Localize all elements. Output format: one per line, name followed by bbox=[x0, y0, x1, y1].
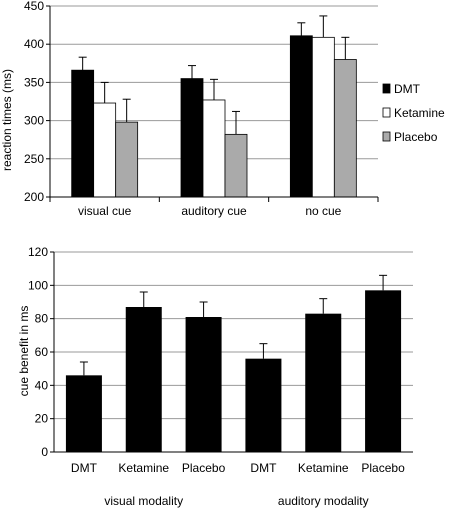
bottom-chart-group-labels: visual modality auditory modality bbox=[104, 494, 368, 508]
x-tick-label: auditory cue bbox=[181, 204, 247, 218]
y-tick-label: 80 bbox=[35, 312, 49, 326]
x-tick-label: no cue bbox=[305, 204, 341, 218]
top-chart-x-tick-labels: visual cue auditory cue no cue bbox=[78, 204, 342, 218]
top-chart-y-axis-label: reaction times (ms) bbox=[0, 69, 14, 171]
bar bbox=[245, 358, 282, 452]
bar bbox=[365, 290, 402, 452]
bottom-chart-y-axis-label: cue benefit in ms bbox=[17, 306, 31, 397]
top-chart-y-tick-labels: 200 250 300 350 400 450 bbox=[24, 0, 44, 204]
bottom-chart-bars bbox=[65, 290, 402, 452]
y-tick-label: 350 bbox=[24, 75, 44, 89]
bar-placebo bbox=[115, 121, 139, 198]
y-tick-label: 20 bbox=[35, 412, 49, 426]
x-tick-label: DMT bbox=[71, 461, 98, 475]
x-tick-label: Placebo bbox=[182, 461, 226, 475]
legend-label-ketamine: Ketamine bbox=[394, 106, 445, 120]
top-chart-error-bars bbox=[78, 15, 350, 135]
bar bbox=[125, 307, 162, 452]
x-tick-label: DMT bbox=[250, 461, 277, 475]
reaction-times-chart: 200 250 300 350 400 450 visual cue auditory cu… bbox=[0, 0, 445, 218]
bar-dmt bbox=[289, 35, 313, 198]
group-label: visual modality bbox=[104, 494, 183, 508]
y-tick-label: 40 bbox=[35, 378, 49, 392]
bar-dmt bbox=[71, 69, 95, 198]
y-tick-label: 400 bbox=[24, 37, 44, 51]
bar-ketamine bbox=[93, 102, 117, 198]
y-tick-label: 100 bbox=[28, 278, 48, 292]
x-tick-label: visual cue bbox=[78, 204, 132, 218]
x-tick-label: Ketamine bbox=[298, 461, 349, 475]
bar bbox=[185, 317, 222, 452]
y-tick-label: 60 bbox=[35, 345, 49, 359]
legend-swatch-placebo bbox=[382, 131, 391, 142]
top-chart-bars bbox=[71, 35, 357, 198]
top-chart-axes bbox=[46, 5, 379, 202]
bar-ketamine bbox=[311, 36, 335, 198]
bar-ketamine bbox=[202, 99, 226, 198]
y-tick-label: 300 bbox=[24, 114, 44, 128]
legend-swatch-ketamine bbox=[382, 107, 391, 118]
bar-placebo bbox=[224, 133, 248, 198]
x-tick-label: Placebo bbox=[361, 461, 405, 475]
group-label: auditory modality bbox=[278, 494, 369, 508]
y-tick-label: 250 bbox=[24, 152, 44, 166]
x-tick-label: Ketamine bbox=[118, 461, 169, 475]
y-tick-label: 0 bbox=[41, 445, 48, 459]
bar-placebo bbox=[333, 59, 357, 198]
bottom-chart-x-tick-labels: DMT Ketamine Placebo DMT Ketamine Placebo bbox=[71, 461, 405, 475]
legend-label-placebo: Placebo bbox=[394, 130, 438, 144]
bottom-chart-gridlines bbox=[54, 251, 413, 420]
y-tick-label: 450 bbox=[24, 0, 44, 13]
bar bbox=[65, 375, 102, 452]
bottom-chart-error-bars bbox=[79, 274, 388, 376]
bottom-chart-axes bbox=[50, 251, 413, 453]
y-tick-label: 200 bbox=[24, 190, 44, 204]
bar bbox=[305, 313, 342, 452]
bottom-chart-y-tick-labels: 0 20 40 60 80 100 120 bbox=[28, 245, 48, 459]
y-tick-label: 120 bbox=[28, 245, 48, 259]
legend-label-dmt: DMT bbox=[394, 82, 421, 96]
bar-dmt bbox=[180, 78, 204, 198]
top-chart-legend: DMT Ketamine Placebo bbox=[382, 82, 445, 144]
cue-benefit-chart: 0 20 40 60 80 100 120 DMT Ketamine Placebo DMT Ket… bbox=[17, 245, 413, 508]
legend-swatch-dmt bbox=[382, 83, 391, 94]
